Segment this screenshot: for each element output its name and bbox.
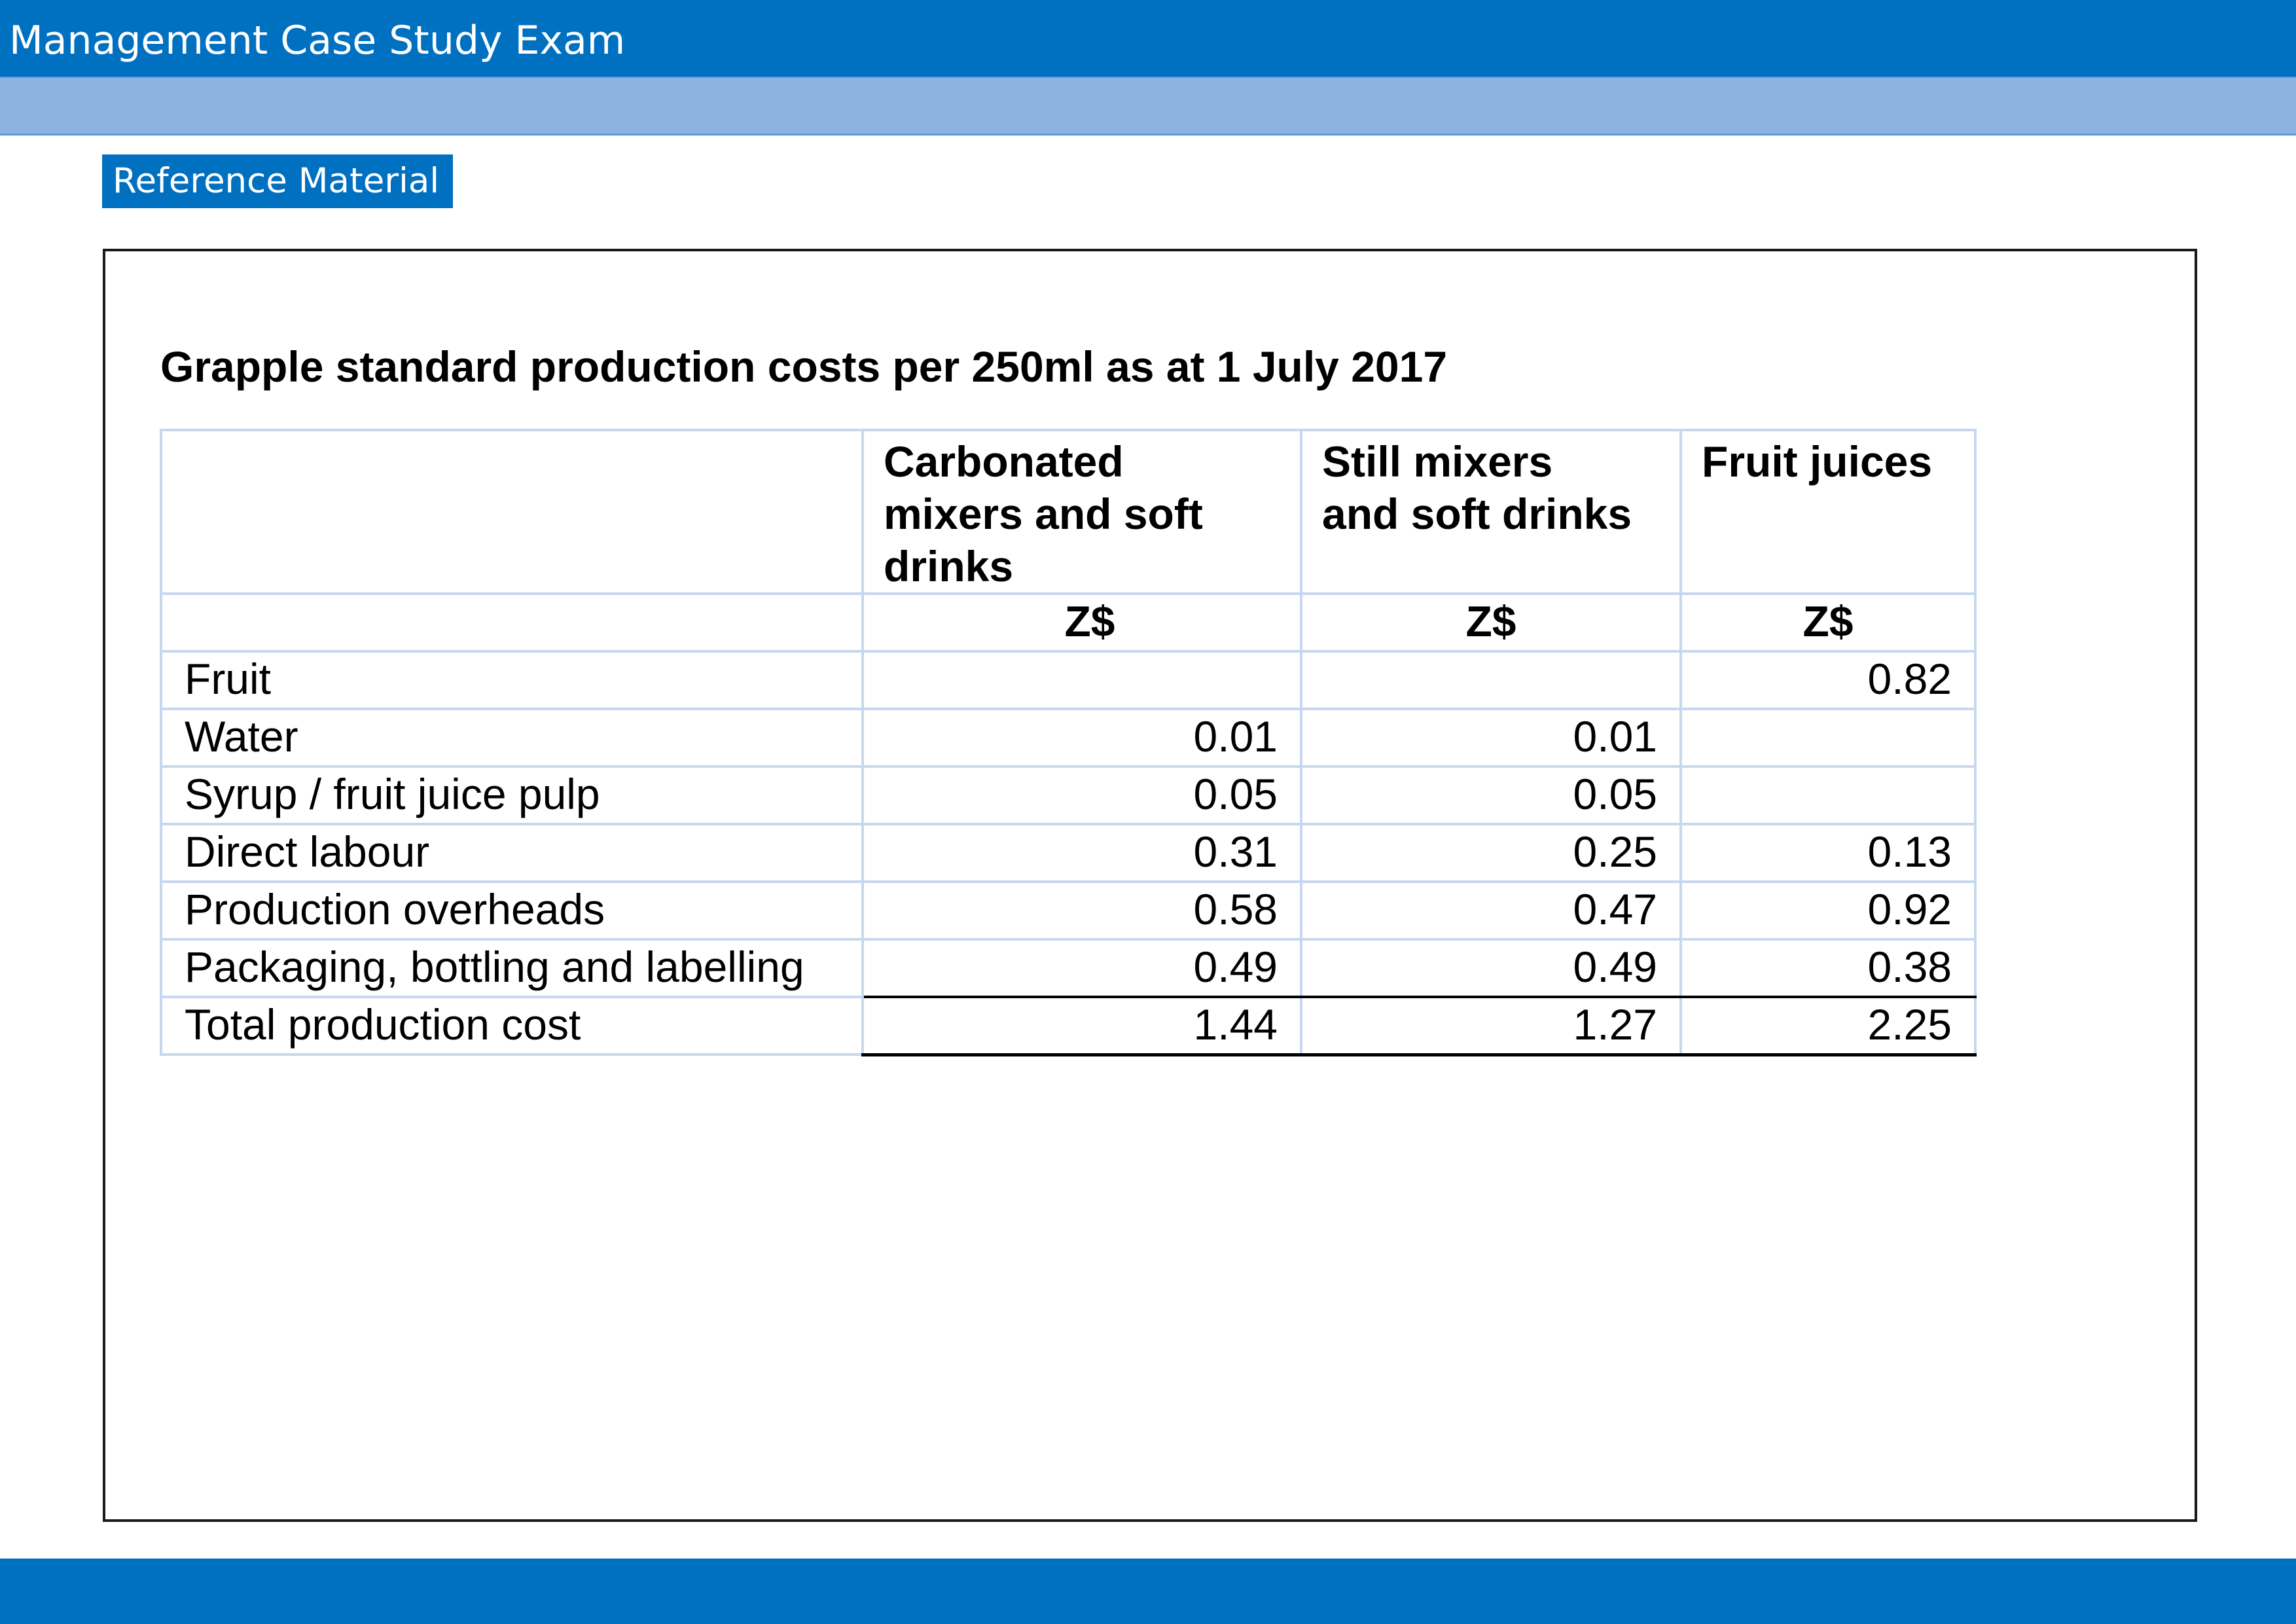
value-cell: 0.47 [1300,880,1682,941]
value-cell: 0.13 [1679,823,1977,883]
production-costs-table: Carbonated mixers and soft drinks Still … [160,429,1977,1056]
column-header-fruit-juices: Fruit juices [1679,429,1977,595]
document-title: Grapple standard production costs per 25… [160,342,1448,391]
table-row: Production overheads 0.58 0.47 0.92 [160,880,1977,941]
row-label: Production overheads [160,880,864,941]
value-cell: 0.58 [861,880,1302,941]
value-cell: 0.05 [861,765,1302,825]
value-cell [1679,765,1977,825]
header-row: Carbonated mixers and soft drinks Still … [160,429,1977,595]
row-label: Water [160,708,864,768]
value-cell: 0.31 [861,823,1302,883]
value-cell [1300,650,1682,710]
value-cell [861,650,1302,710]
table-row: Packaging, bottling and labelling 0.49 0… [160,938,1977,998]
table-row: Fruit 0.82 [160,650,1977,710]
value-cell: 0.92 [1679,880,1977,941]
row-label: Syrup / fruit juice pulp [160,765,864,825]
value-cell: 0.05 [1300,765,1682,825]
value-cell [1679,708,1977,768]
column-header-carbonated: Carbonated mixers and soft drinks [861,429,1302,595]
total-row: Total production cost 1.44 1.27 2.25 [160,996,1977,1056]
column-header-still: Still mixers and soft drinks [1300,429,1682,595]
title-bar: Management Case Study Exam [0,0,2296,78]
table-row: Direct labour 0.31 0.25 0.13 [160,823,1977,883]
unit-row: Z$ Z$ Z$ [160,592,1977,653]
footer-bar [0,1559,2296,1624]
total-value-cell: 2.25 [1679,996,1977,1056]
total-value-cell: 1.27 [1300,996,1682,1056]
table-row: Water 0.01 0.01 [160,708,1977,768]
value-cell: 0.01 [861,708,1302,768]
toolbar-strip [0,78,2296,135]
unit-cell: Z$ [1679,592,1977,653]
total-value-cell: 1.44 [861,996,1302,1056]
reference-material-tab[interactable]: Reference Material [102,154,453,208]
table-row: Syrup / fruit juice pulp 0.05 0.05 [160,765,1977,825]
header-blank-cell [160,429,864,595]
row-label: Fruit [160,650,864,710]
unit-cell: Z$ [1300,592,1682,653]
value-cell: 0.01 [1300,708,1682,768]
row-label: Direct labour [160,823,864,883]
value-cell: 0.49 [861,938,1302,998]
app-title: Management Case Study Exam [9,18,626,63]
total-label: Total production cost [160,996,864,1056]
value-cell: 0.25 [1300,823,1682,883]
value-cell: 0.82 [1679,650,1977,710]
row-label: Packaging, bottling and labelling [160,938,864,998]
value-cell: 0.38 [1679,938,1977,998]
value-cell: 0.49 [1300,938,1682,998]
unit-blank-cell [160,592,864,653]
unit-cell: Z$ [861,592,1302,653]
